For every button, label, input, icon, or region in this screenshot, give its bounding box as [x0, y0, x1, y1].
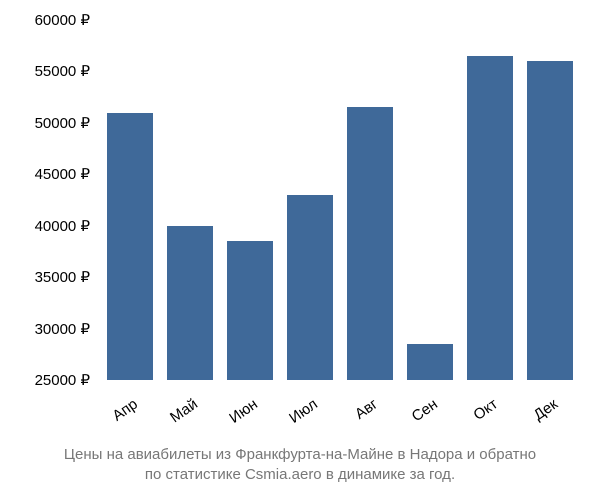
chart-caption: Цены на авиабилеты из Франкфурта-на-Майн…	[0, 445, 600, 486]
bar	[107, 113, 154, 380]
bar	[527, 61, 574, 380]
x-tick-label: Июн	[226, 396, 261, 427]
y-tick-label: 50000 ₽	[10, 114, 90, 132]
y-tick-label: 30000 ₽	[10, 320, 90, 338]
y-tick-label: 40000 ₽	[10, 217, 90, 235]
bar	[287, 195, 334, 380]
y-tick-label: 60000 ₽	[10, 11, 90, 29]
price-chart: 25000 ₽ 30000 ₽ 35000 ₽ 40000 ₽ 45000 ₽ 50000…	[0, 0, 600, 500]
x-tick-label: Сен	[409, 396, 441, 426]
y-tick-label: 25000 ₽	[10, 371, 90, 389]
plot-area	[100, 20, 580, 380]
bar	[467, 56, 514, 380]
x-tick-label: Май	[167, 396, 201, 427]
caption-line-1: Цены на авиабилеты из Франкфурта-на-Майн…	[0, 445, 600, 465]
bar	[167, 226, 214, 380]
bar	[347, 107, 394, 380]
y-tick-label: 45000 ₽	[10, 165, 90, 183]
x-tick-label: Апр	[109, 396, 140, 425]
caption-line-2: по статистике Csmia.aero в динамике за г…	[0, 465, 600, 485]
x-tick-label: Дек	[531, 396, 561, 424]
x-tick-label: Июл	[286, 396, 321, 427]
bar	[227, 241, 274, 380]
x-tick-label: Авг	[352, 396, 381, 423]
x-tick-label: Окт	[470, 396, 500, 424]
y-tick-label: 55000 ₽	[10, 62, 90, 80]
y-tick-label: 35000 ₽	[10, 268, 90, 286]
bar	[407, 344, 454, 380]
